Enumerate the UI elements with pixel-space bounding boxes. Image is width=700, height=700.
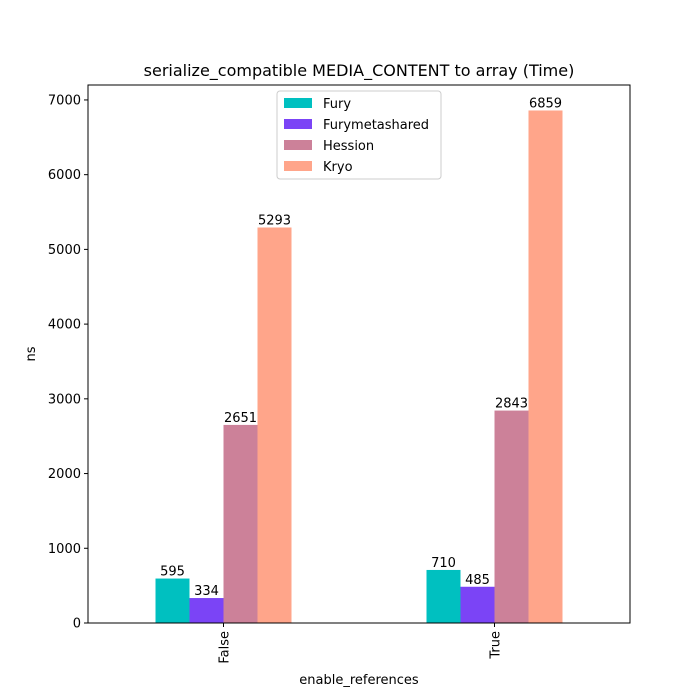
legend-label: Hession bbox=[323, 139, 374, 154]
legend-swatch bbox=[284, 98, 312, 108]
y-tick-label: 5000 bbox=[48, 243, 81, 258]
plot-frame bbox=[87, 84, 631, 624]
y-axis: 0 1000 2000 3000 4000 5000 6000 7000 bbox=[48, 93, 88, 632]
y-tick-label: 1000 bbox=[48, 542, 81, 557]
y-axis-label: ns bbox=[24, 346, 39, 361]
bar-value-label: 2843 bbox=[495, 397, 528, 412]
y-tick-label: 0 bbox=[73, 617, 81, 632]
legend: Fury Furymetashared Hession Kryo bbox=[276, 90, 442, 180]
bar-value-label: 334 bbox=[194, 584, 219, 599]
bar-value-label: 2651 bbox=[224, 411, 257, 426]
bar bbox=[528, 110, 563, 623]
legend-label: Furymetashared bbox=[323, 118, 429, 133]
bar bbox=[460, 586, 495, 623]
y-tick-label: 3000 bbox=[48, 392, 81, 407]
y-tick-label: 7000 bbox=[48, 93, 81, 108]
x-tick-label: True bbox=[489, 631, 504, 660]
y-tick-label: 6000 bbox=[48, 168, 81, 183]
chart-title: serialize_compatible MEDIA_CONTENT to ar… bbox=[144, 61, 575, 81]
x-axis: False True bbox=[218, 623, 504, 664]
bar bbox=[189, 598, 224, 623]
legend-label: Kryo bbox=[323, 160, 353, 175]
plot-area: 595 334 2651 5293 710 485 2843 6859 bbox=[155, 96, 563, 623]
legend-label: Fury bbox=[323, 97, 351, 112]
bar bbox=[155, 578, 190, 623]
x-tick-label: False bbox=[218, 631, 233, 664]
legend-swatch bbox=[284, 140, 312, 150]
bar bbox=[223, 424, 258, 623]
bar-value-label: 5293 bbox=[258, 213, 291, 228]
bar-value-label: 710 bbox=[431, 556, 456, 571]
y-tick-label: 2000 bbox=[48, 467, 81, 482]
legend-box bbox=[276, 90, 442, 180]
bar bbox=[426, 569, 461, 623]
bar-value-label: 6859 bbox=[529, 96, 562, 111]
y-tick-label: 4000 bbox=[48, 318, 81, 333]
legend-swatch bbox=[284, 161, 312, 171]
legend-swatch bbox=[284, 119, 312, 129]
x-axis-label: enable_references bbox=[299, 673, 419, 688]
bar-value-label: 595 bbox=[160, 565, 185, 580]
bar bbox=[494, 410, 529, 623]
bar-value-label: 485 bbox=[465, 573, 490, 588]
bar bbox=[257, 227, 292, 623]
